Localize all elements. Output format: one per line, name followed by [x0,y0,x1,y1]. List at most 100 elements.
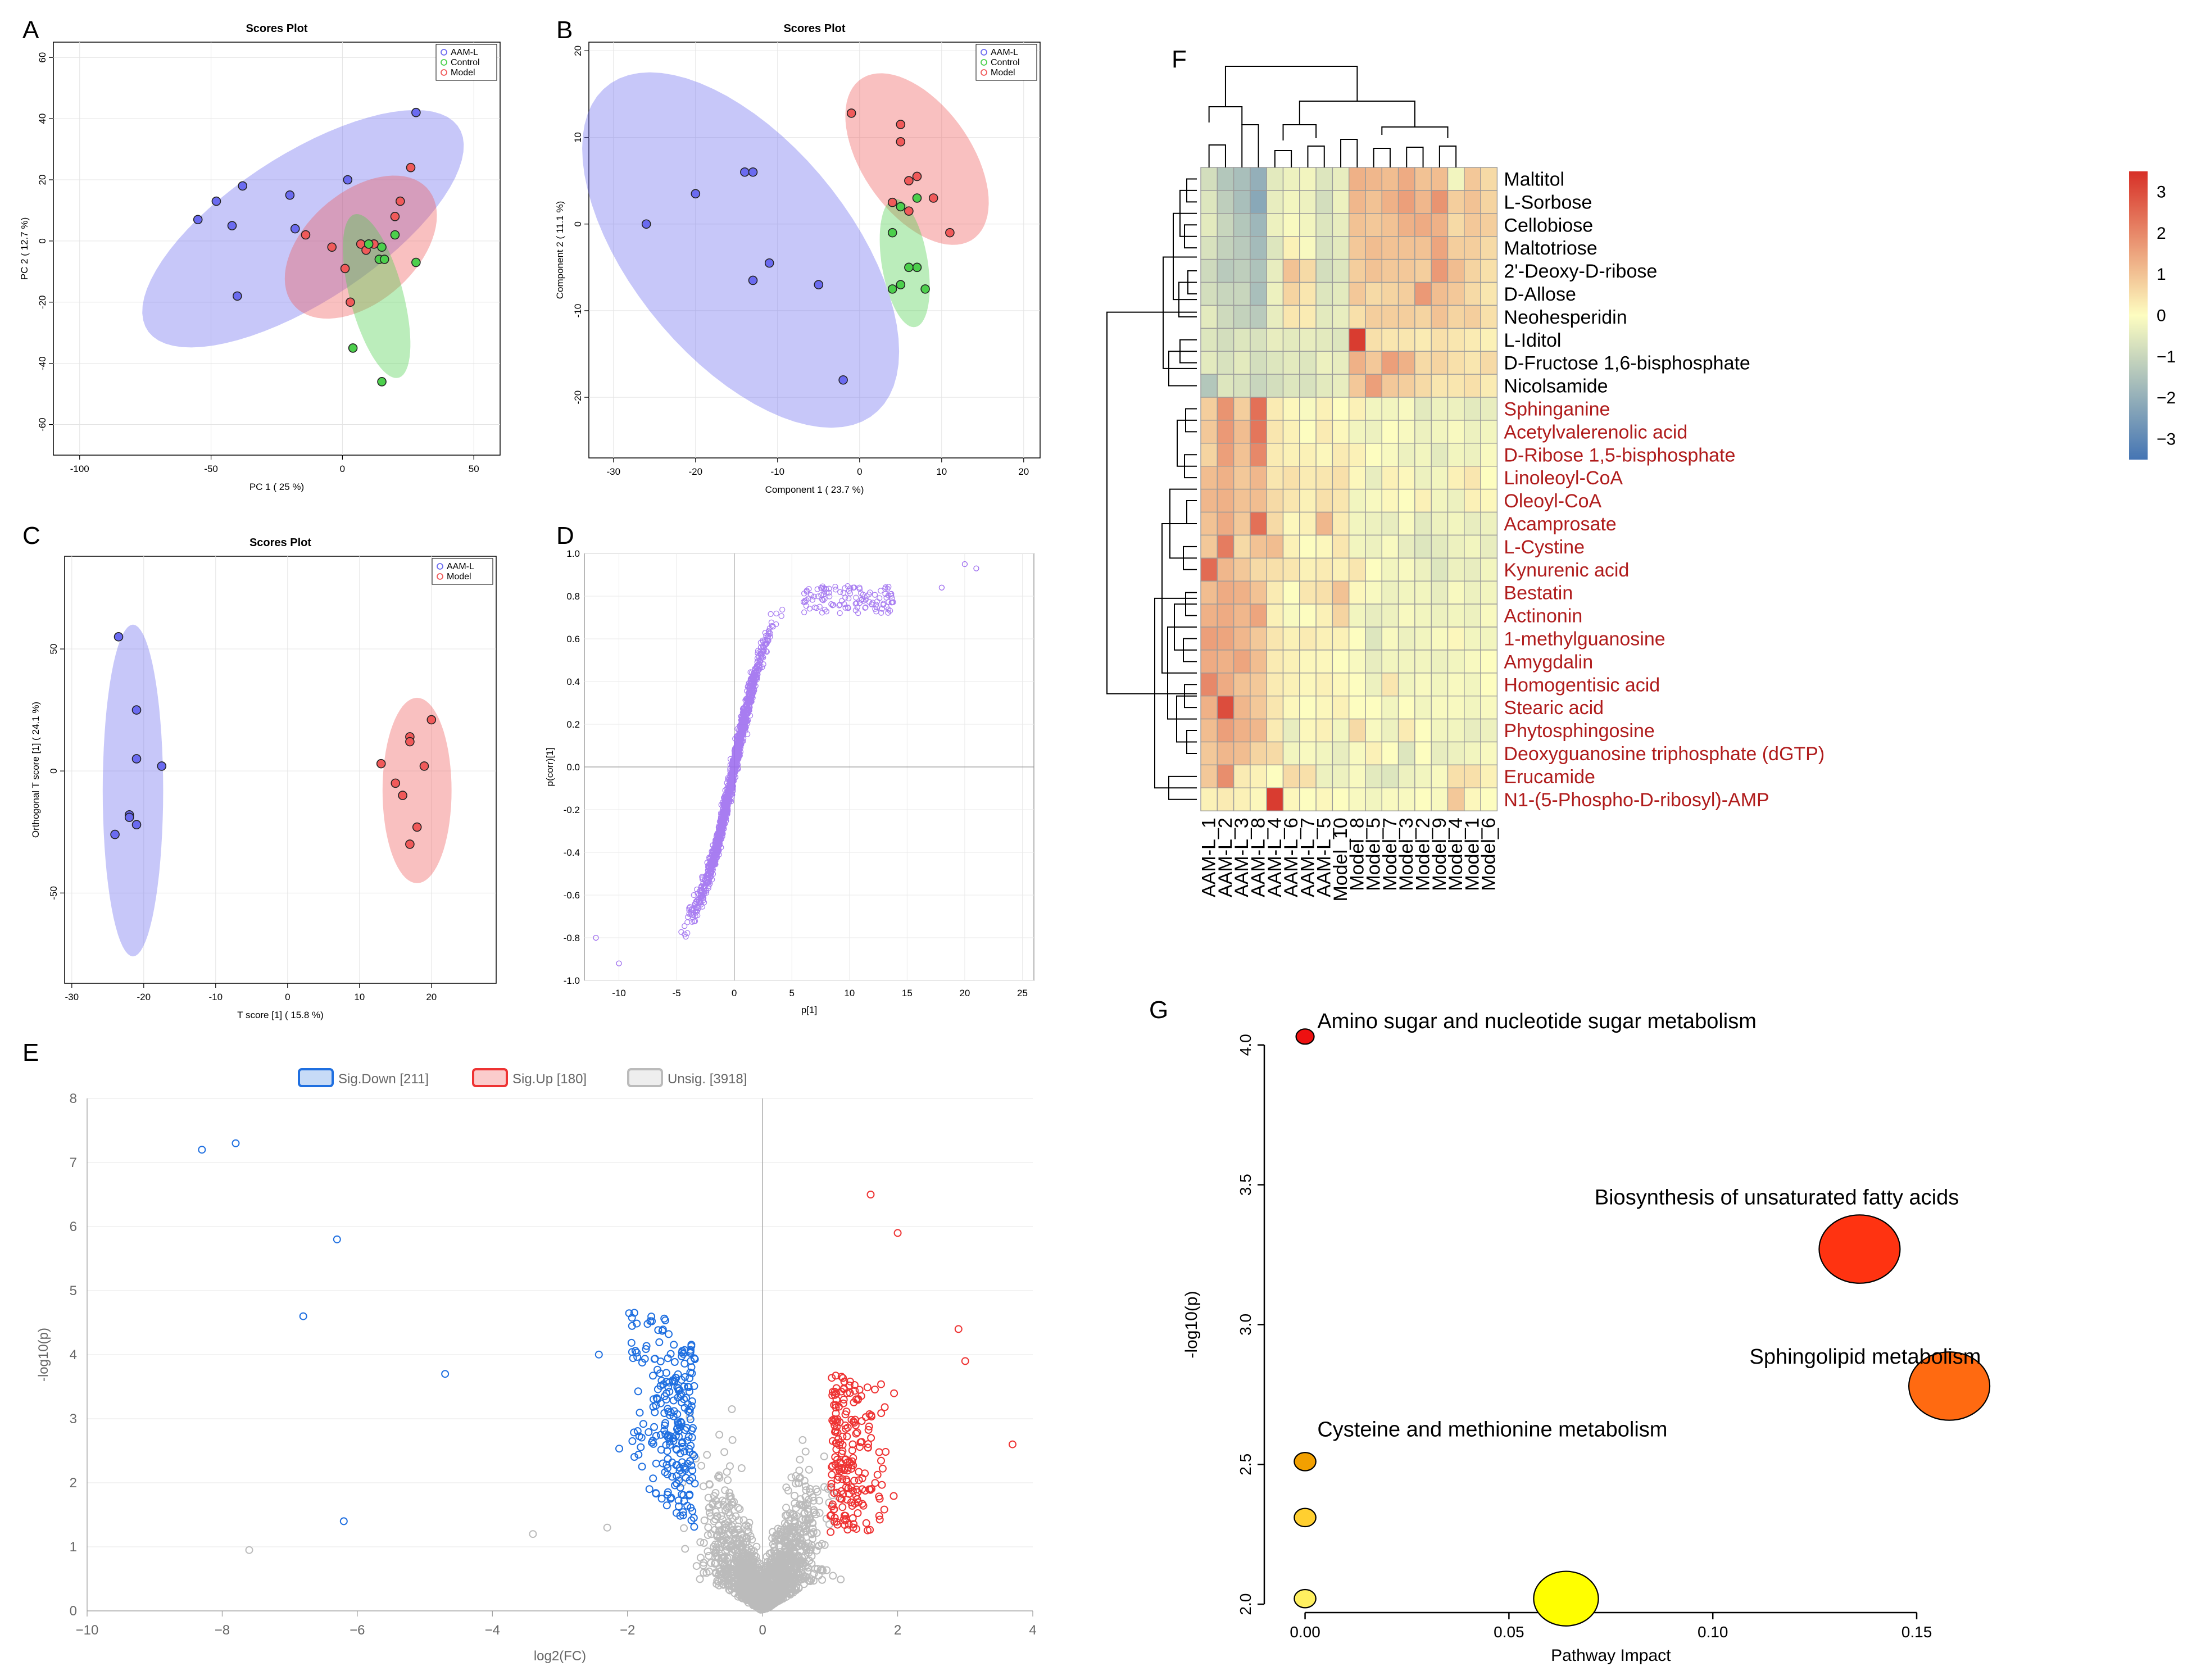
heatmap-cell [1447,466,1465,490]
heatmap-cell [1447,374,1465,398]
heatmap-cell [1299,328,1317,352]
heatmap-cell [1217,190,1235,214]
heatmap-cell [1447,420,1465,444]
heatmap-cell [1365,557,1382,582]
heatmap-cell [1397,650,1415,674]
heatmap-cell [1217,167,1235,191]
heatmap-cell [1299,603,1317,628]
sample-point-aam-l [641,219,651,229]
legend-label: Model [991,68,1015,78]
heatmap-cell [1464,281,1481,306]
sample-point-control [377,377,387,387]
sig-up-outlier [961,1357,969,1365]
pathway-bubble [1818,1214,1901,1284]
heatmap-cell [1397,764,1415,789]
heatmap-cell [1217,557,1235,582]
x-tick-label: 20 [426,992,437,1002]
column-dendrogram-branch [1381,126,1449,138]
heatmap-cell [1217,580,1235,605]
sig-down-outlier [339,1517,348,1525]
heatmap-cell [1250,741,1267,766]
heatmap-cell [1431,650,1449,674]
heatmap-cell [1332,603,1350,628]
column-label: Model_9 [1429,818,1450,891]
heatmap-cell [1250,673,1267,697]
heatmap-cell [1480,236,1498,260]
x-tick-label: 4 [1029,1623,1036,1638]
heatmap-cell [1299,557,1317,582]
x-tick-label: 0.10 [1698,1623,1728,1641]
heatmap-cell [1315,580,1333,605]
heatmap-cell [1200,488,1218,513]
heatmap-cell [1217,466,1235,490]
heatmap-cell [1282,764,1300,789]
heatmap-cell [1266,236,1284,260]
heatmap-cell [1365,787,1382,811]
column-dendrogram-branch [1438,146,1457,167]
x-tick-label: -100 [70,464,89,474]
heatmap-cell [1282,741,1300,766]
sample-point-control [912,193,922,203]
sample-point-control [896,280,906,289]
legend-swatch [298,1068,334,1087]
heatmap-cell [1365,695,1382,720]
heatmap-cell [1200,580,1218,605]
unsig-points [678,1405,845,1614]
heatmap-cell [1365,488,1382,513]
heatmap-cell [1250,443,1267,467]
sig-up-outlier [866,1191,875,1198]
heatmap-cell [1431,580,1449,605]
heatmap-cell [1480,741,1498,766]
heatmap-cell [1381,420,1399,444]
sample-point-model [896,120,906,129]
heatmap-cell [1365,718,1382,743]
heatmap-cell [1464,466,1481,490]
sample-point-aam-l [227,221,237,230]
heatmap-cell [1200,603,1218,628]
heatmap-cell [1431,443,1449,467]
heatmap-cell [1447,741,1465,766]
x-tick-label: -30 [65,992,79,1002]
heatmap-cell [1299,397,1317,421]
legend-label: AAM-L [447,562,474,571]
sample-point-control [411,257,421,267]
panel-label-f: F [1172,46,1187,73]
heatmap-cell [1250,305,1267,329]
row-label: L-Cystine [1504,537,1585,558]
heatmap-cell [1348,258,1366,283]
heatmap-cell [1200,397,1218,421]
heatmap-cell [1332,213,1350,237]
heatmap-cell [1447,305,1465,329]
heatmap-cell [1414,764,1432,789]
extreme-variable-point [593,934,599,941]
heatmap-cell [1381,764,1399,789]
sample-point-model [405,737,415,747]
heatmap-cell [1217,626,1235,651]
y-tick-label: 0.4 [566,676,580,687]
x-tick-label: 5 [789,988,794,998]
heatmap-cell [1447,764,1465,789]
x-tick-label: 10 [354,992,365,1002]
row-label: Stearic acid [1504,697,1604,719]
heatmap-cell [1315,534,1333,559]
heatmap-cell [1217,236,1235,260]
heatmap-cell [1233,787,1251,811]
x-tick-label: 0 [340,464,345,474]
sample-point-model [896,137,906,147]
y-axis-label: p(corr)[1] [544,748,555,787]
heatmap-cell [1266,695,1284,720]
heatmap-cell [1200,673,1218,697]
heatmap-cell [1233,305,1251,329]
heatmap-cell [1282,787,1300,811]
heatmap-cell [1447,650,1465,674]
row-label: D-Ribose 1,5-bisphosphate [1504,444,1735,466]
heatmap-cell [1365,213,1382,237]
heatmap-cell [1250,328,1267,352]
heatmap-cell [1397,466,1415,490]
heatmap-cell [1414,351,1432,375]
heatmap-cell [1414,236,1432,260]
y-tick-label: -0.6 [564,890,580,901]
heatmap-cell [1431,695,1449,720]
heatmap-cell [1431,305,1449,329]
heatmap-cell [1299,443,1317,467]
